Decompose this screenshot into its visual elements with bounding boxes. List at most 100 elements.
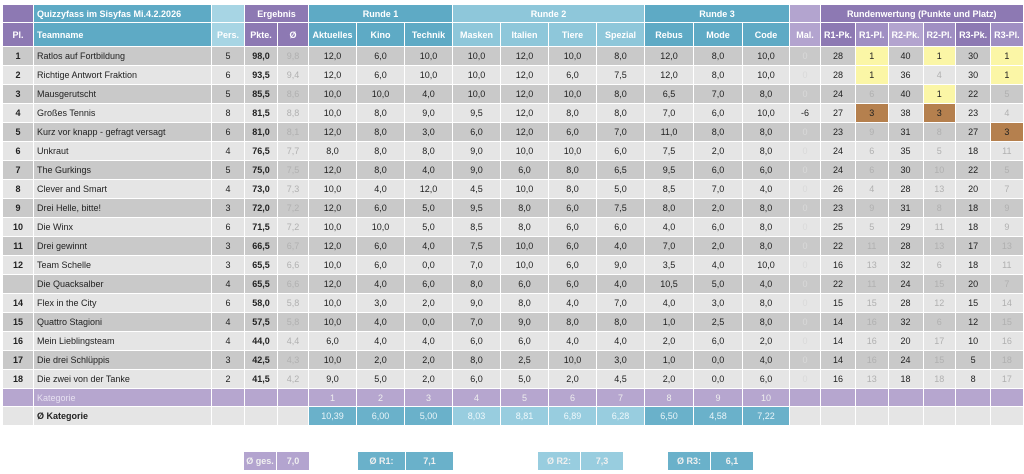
cell-aktuelles: 10,0	[308, 255, 357, 275]
column-header-row: Pl. Teamname Pers. Pkte. Ø Aktuelles Kino Techn…	[2, 22, 1024, 47]
cell-average: 7,7	[277, 141, 309, 161]
cell-kino: 10,0	[356, 217, 405, 237]
cell-code: 8,0	[742, 198, 790, 218]
cell-r3-points: 23	[955, 103, 992, 123]
cell-r1-points: 24	[819, 160, 857, 180]
cell-team: Quattro Stagioni	[33, 312, 212, 332]
cell-team: Kurz vor knapp - gefragt versagt	[33, 122, 212, 142]
avg-r2-box: Ø R2: 7,3	[538, 452, 624, 470]
table-row: 18 Die zwei von der Tanke 2 41,5 4,2 9,0 5,0 2,…	[2, 369, 1024, 389]
cell-tiere: 4,0	[548, 293, 597, 313]
group-runde-1: Runde 1	[308, 4, 453, 23]
cell-r1-place: 6	[855, 160, 889, 180]
cell-place: 6	[2, 141, 34, 161]
avg-r3-box: Ø R3: 6,1	[668, 452, 754, 470]
cell-italien: 6,0	[500, 160, 549, 180]
col-header-rebus: Rebus	[644, 22, 694, 47]
cell-rebus: 7,0	[644, 236, 694, 256]
cell-r3-place: 7	[990, 179, 1024, 199]
cell-r1-place: 13	[855, 255, 889, 275]
cell-rebus: 7,0	[644, 103, 694, 123]
cell-points: 65,5	[244, 274, 278, 294]
cell-kino: 6,0	[356, 236, 405, 256]
empty-cell	[277, 388, 309, 407]
cell-r3-points: 18	[955, 255, 992, 275]
cell-r2-place: 1	[922, 84, 957, 104]
empty-cell	[855, 388, 889, 407]
cell-r2-points: 28	[887, 236, 924, 256]
group-header-row: Quizzyfass im Sisyfas Mi.4.2.2026 Ergebn…	[2, 4, 1024, 23]
cell-r3-points: 22	[955, 160, 992, 180]
cell-r1-place: 11	[855, 236, 889, 256]
cell-r1-place: 5	[855, 217, 889, 237]
avg-kategorie-value: 10,39	[308, 406, 357, 426]
cell-r2-place: 8	[922, 122, 957, 142]
cell-r3-place: 9	[990, 198, 1024, 218]
avg-r1-box: Ø R1: 7,1	[358, 452, 454, 470]
avg-kategorie-row: Ø Kategorie 10,39 6,00 5,00 8,03 8,81 6,89 6,28…	[2, 406, 1024, 426]
cell-masken: 10,0	[452, 46, 501, 66]
cell-team: Mausgerutscht	[33, 84, 212, 104]
avg-total-label: Ø ges.	[244, 452, 277, 470]
cell-r2-points: 30	[887, 160, 924, 180]
cell-spezial: 7,0	[596, 293, 645, 313]
cell-r1-place: 1	[855, 46, 889, 66]
cell-points: 58,0	[244, 293, 278, 313]
kategorie-number: 3	[404, 388, 453, 407]
col-header-spezial: Spezial	[596, 22, 645, 47]
cell-r1-place: 15	[855, 293, 889, 313]
cell-tiere: 8,0	[548, 179, 597, 199]
cell-r3-points: 8	[955, 369, 992, 389]
cell-r3-points: 10	[955, 331, 992, 351]
cell-r2-place: 15	[922, 350, 957, 370]
cell-average: 7,3	[277, 179, 309, 199]
cell-r3-place: 13	[990, 236, 1024, 256]
empty-cell	[789, 388, 821, 407]
cell-code: 8,0	[742, 236, 790, 256]
cell-aktuelles: 12,0	[308, 160, 357, 180]
cell-malus: 0	[789, 255, 821, 275]
cell-team: Großes Tennis	[33, 103, 212, 123]
cell-masken: 9,0	[452, 293, 501, 313]
cell-average: 6,7	[277, 236, 309, 256]
cell-code: 10,0	[742, 255, 790, 275]
cell-mode: 5,0	[693, 274, 743, 294]
group-runde-2: Runde 2	[452, 4, 645, 23]
cell-r2-place: 18	[922, 369, 957, 389]
cell-persons: 5	[211, 46, 245, 66]
cell-place	[2, 274, 34, 294]
blank-header	[211, 4, 245, 23]
cell-average: 5,8	[277, 293, 309, 313]
cell-masken: 8,0	[452, 350, 501, 370]
cell-r2-place: 10	[922, 160, 957, 180]
cell-spezial: 4,5	[596, 369, 645, 389]
avg-kategorie-value: 6,28	[596, 406, 645, 426]
cell-rebus: 1,0	[644, 350, 694, 370]
cell-mode: 8,0	[693, 65, 743, 85]
cell-technik: 12,0	[404, 179, 453, 199]
cell-persons: 3	[211, 198, 245, 218]
cell-aktuelles: 12,0	[308, 65, 357, 85]
cell-persons: 3	[211, 255, 245, 275]
cell-spezial: 8,0	[596, 312, 645, 332]
cell-mode: 3,0	[693, 293, 743, 313]
cell-italien: 12,0	[500, 122, 549, 142]
cell-r1-place: 9	[855, 198, 889, 218]
cell-average: 4,3	[277, 350, 309, 370]
col-header-aktuelles: Aktuelles	[308, 22, 357, 47]
cell-r1-points: 14	[819, 350, 857, 370]
cell-r1-points: 27	[819, 103, 857, 123]
col-header-technik: Technik	[404, 22, 453, 47]
cell-average: 5,8	[277, 312, 309, 332]
cell-place: 4	[2, 103, 34, 123]
cell-rebus: 1,0	[644, 312, 694, 332]
cell-italien: 9,0	[500, 312, 549, 332]
avg-kategorie-value: 6,00	[356, 406, 405, 426]
empty-cell	[819, 406, 857, 426]
cell-italien: 6,0	[500, 331, 549, 351]
cell-technik: 4,0	[404, 236, 453, 256]
cell-r1-points: 28	[819, 65, 857, 85]
empty-cell	[990, 406, 1024, 426]
cell-place: 5	[2, 122, 34, 142]
col-header-code: Code	[742, 22, 790, 47]
